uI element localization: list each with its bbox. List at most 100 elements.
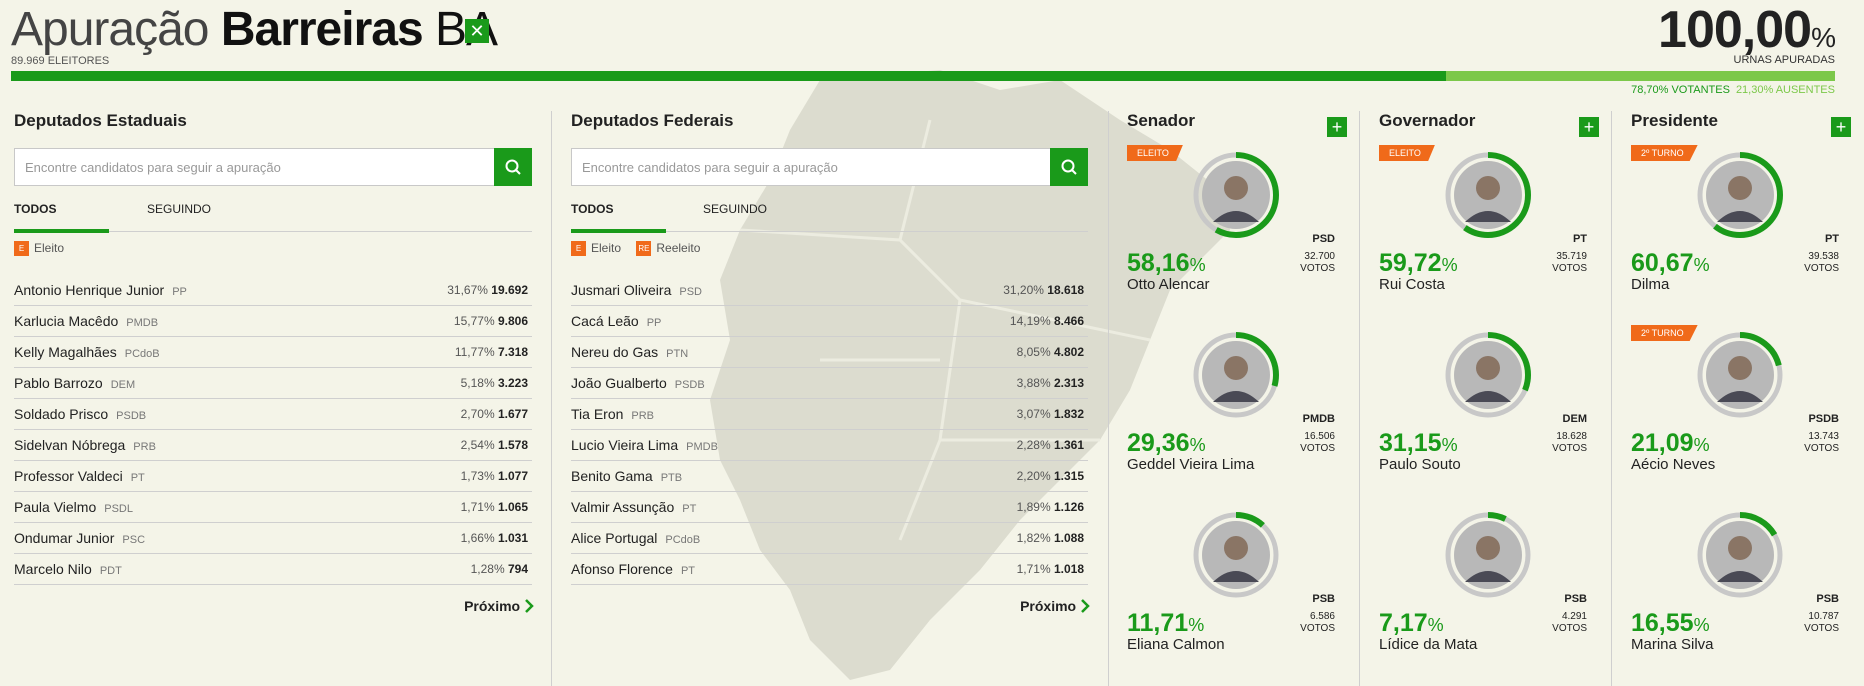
candidate-votes: 8.466 — [1053, 314, 1084, 328]
federais-search-button[interactable] — [1050, 148, 1088, 186]
candidate-row[interactable]: Cacá Leão PP 14,19% 8.466 — [571, 306, 1088, 337]
candidate-votes: 6.586 VOTOS — [1300, 611, 1335, 634]
tab-todos[interactable]: TODOS — [14, 201, 109, 233]
candidate-row[interactable]: Ondumar Junior PSC 1,66% 1.031 — [14, 523, 532, 554]
candidate-card[interactable]: DEM 18.628 VOTOS 31,15% Paulo Souto — [1379, 325, 1599, 495]
ring-fill — [1697, 152, 1783, 238]
separator — [551, 111, 552, 686]
candidate-percentage: 16,55% — [1631, 609, 1710, 638]
avatar-face — [1224, 176, 1248, 200]
expand-button[interactable]: + — [1831, 117, 1851, 137]
candidate-row[interactable]: Antonio Henrique Junior PP 31,67% 19.692 — [14, 275, 532, 306]
pct-sign: % — [1441, 435, 1458, 455]
candidate-name: Professor Valdeci PT — [14, 468, 145, 484]
tab-seguindo[interactable]: SEGUINDO — [147, 202, 212, 216]
votes-label: VOTOS — [1552, 263, 1587, 274]
candidate-row[interactable]: Benito Gama PTB 2,20% 1.315 — [571, 461, 1088, 492]
candidate-card[interactable]: 2º TURNO PT 39.538 VOTOS 60,67% Dilma — [1631, 145, 1851, 315]
ring-fill — [1697, 512, 1783, 598]
candidate-result: 2,20% 1.315 — [1017, 461, 1084, 491]
candidate-row[interactable]: Marcelo Nilo PDT 1,28% 794 — [14, 554, 532, 585]
turnout-bar-fill — [11, 71, 1447, 81]
estaduais-search-button[interactable] — [494, 148, 532, 186]
candidate-card[interactable]: PSB 4.291 VOTOS 7,17% Lídice da Mata — [1379, 505, 1599, 675]
candidate-row[interactable]: Paula Vielmo PSDL 1,71% 1.065 — [14, 492, 532, 523]
candidate-votes: 18.618 — [1047, 283, 1084, 297]
tab-todos[interactable]: TODOS — [571, 201, 666, 233]
candidate-row[interactable]: Afonso Florence PT 1,71% 1.018 — [571, 554, 1088, 585]
candidate-row[interactable]: Valmir Assunção PT 1,89% 1.126 — [571, 492, 1088, 523]
candidate-row[interactable]: Lucio Vieira Lima PMDB 2,28% 1.361 — [571, 430, 1088, 461]
candidate-avatar — [1193, 152, 1279, 238]
pct-sign: % — [1693, 435, 1710, 455]
candidate-result: 1,71% 1.018 — [1017, 554, 1084, 584]
candidate-row[interactable]: Soldado Prisco PSDB 2,70% 1.677 — [14, 399, 532, 430]
close-button[interactable]: ✕ — [465, 19, 489, 43]
candidate-votes: 3.223 — [497, 376, 528, 390]
candidate-row[interactable]: Alice Portugal PCdoB 1,82% 1.088 — [571, 523, 1088, 554]
pct-sign: % — [1427, 615, 1444, 635]
ring-fill — [1697, 332, 1783, 418]
votes-label: VOTOS — [1300, 263, 1335, 274]
candidate-votes: 10.787 VOTOS — [1804, 611, 1839, 634]
expand-button[interactable]: + — [1579, 117, 1599, 137]
candidate-result: 11,77% 7.318 — [455, 337, 528, 367]
candidate-name: Geddel Vieira Lima — [1127, 456, 1255, 473]
candidate-votes: 18.628 VOTOS — [1552, 431, 1587, 454]
expand-button[interactable]: + — [1327, 117, 1347, 137]
candidate-name: Otto Alencar — [1127, 276, 1210, 293]
federais-search-input[interactable] — [572, 149, 1087, 185]
candidate-row[interactable]: Jusmari Oliveira PSD 31,20% 18.618 — [571, 275, 1088, 306]
search-icon — [1061, 159, 1077, 175]
federais-next-button[interactable]: Próximo — [1020, 598, 1090, 614]
candidate-card[interactable]: 2º TURNO PSDB 13.743 VOTOS 21,09% Aécio Neves — [1631, 325, 1851, 495]
tab-seguindo[interactable]: SEGUINDO — [703, 202, 768, 216]
pct-sign: % — [1189, 435, 1206, 455]
turnout-bar — [11, 71, 1835, 81]
candidate-row[interactable]: Professor Valdeci PT 1,73% 1.077 — [14, 461, 532, 492]
votes-label: VOTOS — [1804, 443, 1839, 454]
candidate-votes: 2.313 — [1053, 376, 1084, 390]
estaduais-search-input[interactable] — [15, 149, 531, 185]
candidate-row[interactable]: Sidelvan Nóbrega PRB 2,54% 1.578 — [14, 430, 532, 461]
plus-icon: + — [1331, 117, 1343, 137]
candidate-row[interactable]: Karlucia Macêdo PMDB 15,77% 9.806 — [14, 306, 532, 337]
candidate-name: Kelly Magalhães PCdoB — [14, 344, 160, 360]
candidate-card[interactable]: PMDB 16.506 VOTOS 29,36% Geddel Vieira Lima — [1127, 325, 1347, 495]
candidate-avatar — [1445, 512, 1531, 598]
candidate-votes: 1.031 — [497, 531, 528, 545]
candidate-row[interactable]: Pablo Barrozo DEM 5,18% 3.223 — [14, 368, 532, 399]
candidate-percentage: 60,67% — [1631, 249, 1710, 278]
candidate-card[interactable]: ELEITO PSD 32.700 VOTOS 58,16% Otto Alencar — [1127, 145, 1347, 315]
avatar-face — [1728, 536, 1752, 560]
candidate-row[interactable]: Kelly Magalhães PCdoB 11,77% 7.318 — [14, 337, 532, 368]
avatar-face — [1476, 536, 1500, 560]
estaduais-next-button[interactable]: Próximo — [464, 598, 534, 614]
candidate-party: PT — [682, 503, 697, 515]
candidate-row[interactable]: João Gualberto PSDB 3,88% 2.313 — [571, 368, 1088, 399]
avatar-shoulders — [1213, 211, 1259, 222]
candidate-name: Aécio Neves — [1631, 456, 1716, 473]
candidate-votes: 1.677 — [497, 407, 528, 421]
candidate-votes: 1.578 — [497, 438, 528, 452]
candidate-votes: 1.361 — [1053, 438, 1084, 452]
search-icon — [505, 159, 521, 175]
candidate-card[interactable]: ELEITO PT 35.719 VOTOS 59,72% Rui Costa — [1379, 145, 1599, 315]
candidate-result: 14,19% 8.466 — [1010, 306, 1084, 336]
candidate-name: Ondumar Junior PSC — [14, 530, 146, 546]
candidate-name: Jusmari Oliveira PSD — [571, 282, 702, 298]
candidate-card[interactable]: PSB 6.586 VOTOS 11,71% Eliana Calmon — [1127, 505, 1347, 675]
candidate-avatar — [1193, 332, 1279, 418]
candidate-card[interactable]: PSB 10.787 VOTOS 16,55% Marina Silva — [1631, 505, 1851, 675]
pct-value: 16,55 — [1631, 609, 1694, 637]
avatar-face — [1476, 176, 1500, 200]
candidate-row[interactable]: Nereu do Gas PTN 8,05% 4.802 — [571, 337, 1088, 368]
candidate-party: PSDB — [1808, 413, 1839, 425]
candidate-votes: 1.315 — [1053, 469, 1084, 483]
candidate-party: PRB — [631, 410, 655, 422]
pct-sign: % — [1441, 255, 1458, 275]
estaduais-list: Antonio Henrique Junior PP 31,67% 19.692 Ka… — [14, 275, 532, 585]
candidate-row[interactable]: Tia Eron PRB 3,07% 1.832 — [571, 399, 1088, 430]
reeleito-label: Reeleito — [656, 241, 701, 255]
candidate-votes: 1.018 — [1053, 562, 1084, 576]
